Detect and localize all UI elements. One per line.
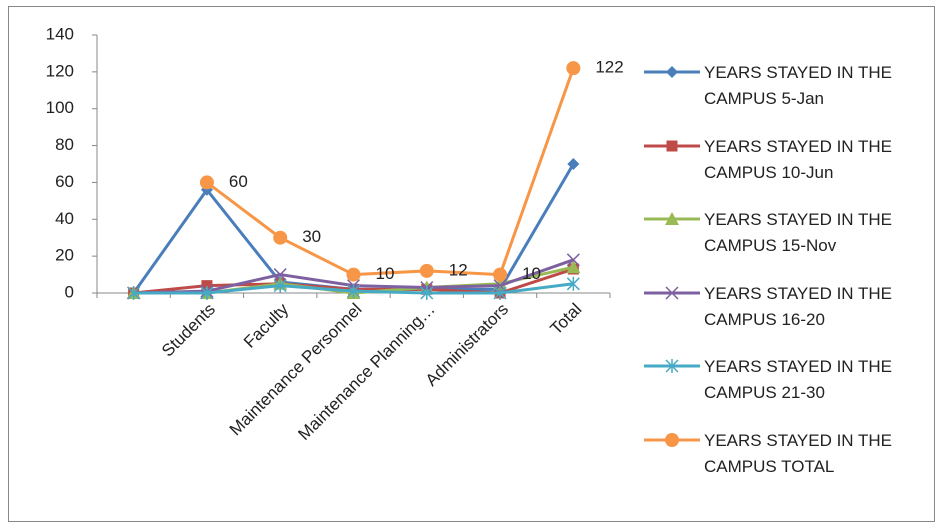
marker	[273, 230, 288, 245]
legend-item: YEARS STAYED IN THE CAMPUS TOTAL	[640, 426, 935, 500]
data-label: 60	[229, 172, 248, 191]
marker	[665, 432, 679, 447]
marker	[419, 263, 434, 278]
x-tick-label: Maintenance Personnel	[226, 300, 366, 440]
x-tick-label: Students	[158, 300, 219, 361]
y-tick-label: 120	[46, 61, 74, 80]
y-tick-label: 20	[55, 246, 74, 265]
data-label: 30	[302, 227, 321, 246]
legend-label: YEARS STAYED IN THE CAMPUS TOTAL	[704, 430, 892, 476]
marker	[493, 286, 507, 300]
legend-label: YEARS STAYED IN THE CAMPUS 15-Nov	[704, 210, 892, 255]
marker	[666, 140, 678, 151]
marker	[127, 286, 141, 300]
y-tick-label: 80	[55, 135, 74, 154]
marker	[566, 61, 581, 76]
legend: YEARS STAYED IN THE CAMPUS 5-Jan YEARS ST…	[640, 58, 935, 499]
legend-label: YEARS STAYED IN THE CAMPUS 5-Jan	[704, 63, 892, 108]
marker	[566, 276, 580, 291]
y-tick-label: 100	[46, 98, 74, 117]
legend-label: YEARS STAYED IN THE CAMPUS 16-20	[704, 283, 892, 329]
x-tick-label: Faculty	[240, 299, 293, 352]
legend-item: YEARS STAYED IN THE CAMPUS 10-Jun	[640, 132, 935, 206]
marker	[566, 253, 580, 267]
legend-swatch	[644, 285, 700, 300]
marker	[567, 158, 580, 170]
marker	[420, 286, 434, 300]
legend-label: YEARS STAYED IN THE CAMPUS 21-30	[704, 357, 892, 402]
legend-swatch	[644, 359, 700, 373]
marker	[273, 278, 287, 293]
y-tick-label: 140	[46, 24, 74, 43]
marker	[665, 285, 679, 300]
legend-item: YEARS STAYED IN THE CAMPUS 5-Jan	[640, 58, 935, 132]
marker	[346, 284, 361, 299]
marker	[566, 260, 581, 274]
marker	[273, 268, 287, 282]
marker	[665, 212, 679, 225]
legend-item: YEARS STAYED IN THE CAMPUS 21-30	[640, 352, 935, 426]
legend-swatch	[644, 432, 700, 447]
marker	[201, 280, 213, 292]
data-label: 10	[376, 264, 395, 283]
x-tick-label: Maintenance Planning…	[294, 300, 438, 444]
y-tick-label: 0	[65, 282, 74, 301]
x-tick-label: Total	[547, 300, 586, 339]
marker	[665, 359, 679, 373]
marker	[199, 175, 214, 190]
series-line	[206, 67, 575, 277]
marker	[666, 66, 678, 78]
marker	[200, 286, 214, 300]
data-label: 122	[595, 58, 623, 77]
legend-item: YEARS STAYED IN THE CAMPUS 16-20	[640, 279, 935, 353]
data-label: 12	[449, 260, 468, 279]
legend-label: YEARS STAYED IN THE CAMPUS 10-Jun	[704, 136, 892, 182]
marker	[493, 267, 508, 282]
chart-border	[8, 6, 935, 522]
y-tick-label: 40	[55, 209, 74, 228]
legend-swatch	[644, 66, 700, 78]
legend-swatch	[644, 212, 700, 225]
y-tick-label: 60	[55, 172, 74, 191]
legend-swatch	[644, 140, 700, 151]
legend-item: YEARS STAYED IN THE CAMPUS 15-Nov	[640, 205, 935, 279]
marker	[346, 267, 361, 282]
data-label: 10	[522, 264, 541, 283]
